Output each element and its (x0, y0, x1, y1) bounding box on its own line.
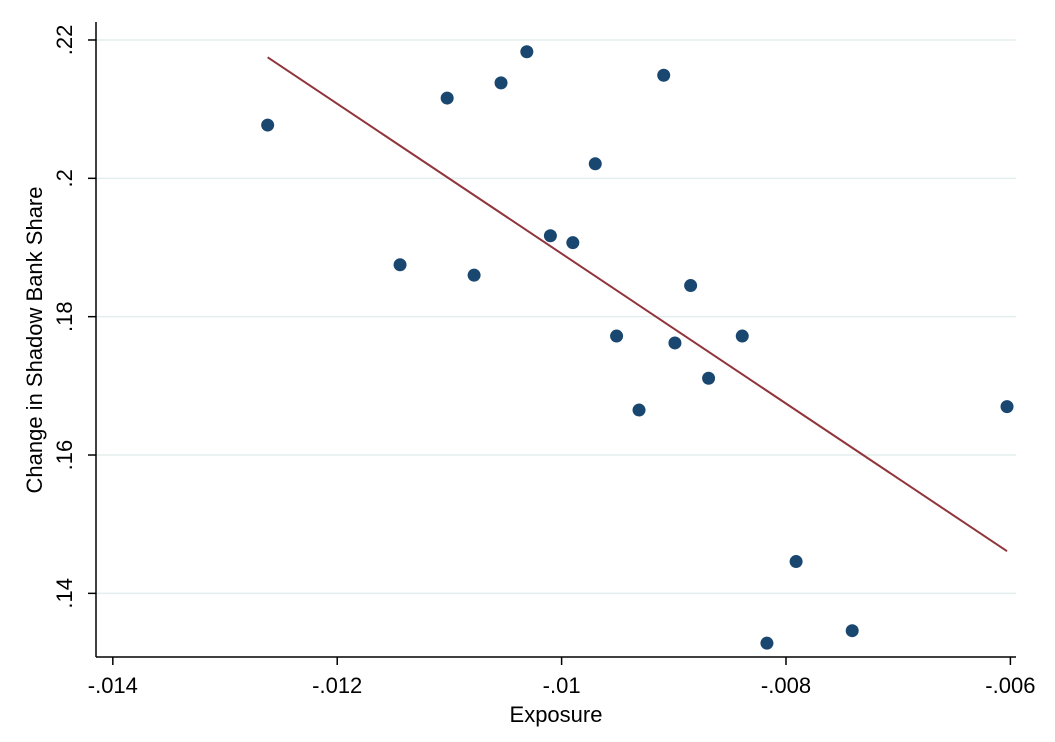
y-tick-label: .2 (52, 169, 77, 187)
data-point (520, 45, 534, 59)
x-tick-label: -.012 (312, 673, 362, 698)
data-point (543, 229, 557, 243)
data-point (668, 336, 682, 350)
data-point (845, 624, 859, 638)
data-point (657, 68, 671, 82)
data-point (261, 118, 275, 132)
data-point (467, 268, 481, 282)
data-point (789, 555, 803, 569)
fit-line-layer (267, 56, 1008, 552)
x-tick-label: -.006 (985, 673, 1035, 698)
y-tick-label: .18 (52, 301, 77, 332)
data-point (588, 157, 602, 171)
fit-line (267, 56, 1008, 552)
data-point (632, 403, 646, 417)
y-axis-title: Change in Shadow Bank Share (22, 187, 47, 494)
x-tick-label: -.01 (543, 673, 581, 698)
data-point (610, 329, 624, 343)
data-point (440, 91, 454, 105)
x-axis-title: Exposure (510, 702, 603, 727)
data-point (1000, 400, 1014, 414)
data-point (684, 279, 698, 293)
y-tick-label: .16 (52, 440, 77, 471)
axes-layer: .14 .16 .18 .2 .22 -.014 -.012 -.01 -.008 -.006 (52, 22, 1035, 698)
data-point (494, 76, 508, 90)
y-tick-label: .14 (52, 578, 77, 609)
data-point (393, 258, 407, 272)
points-layer (261, 45, 1014, 650)
data-point (702, 371, 716, 385)
x-tick-label: -.014 (88, 673, 138, 698)
data-point (566, 236, 580, 250)
x-tick-label: -.008 (761, 673, 811, 698)
grid-layer (96, 39, 1016, 595)
data-point (760, 636, 774, 650)
data-point (735, 329, 749, 343)
y-tick-label: .22 (52, 25, 77, 56)
